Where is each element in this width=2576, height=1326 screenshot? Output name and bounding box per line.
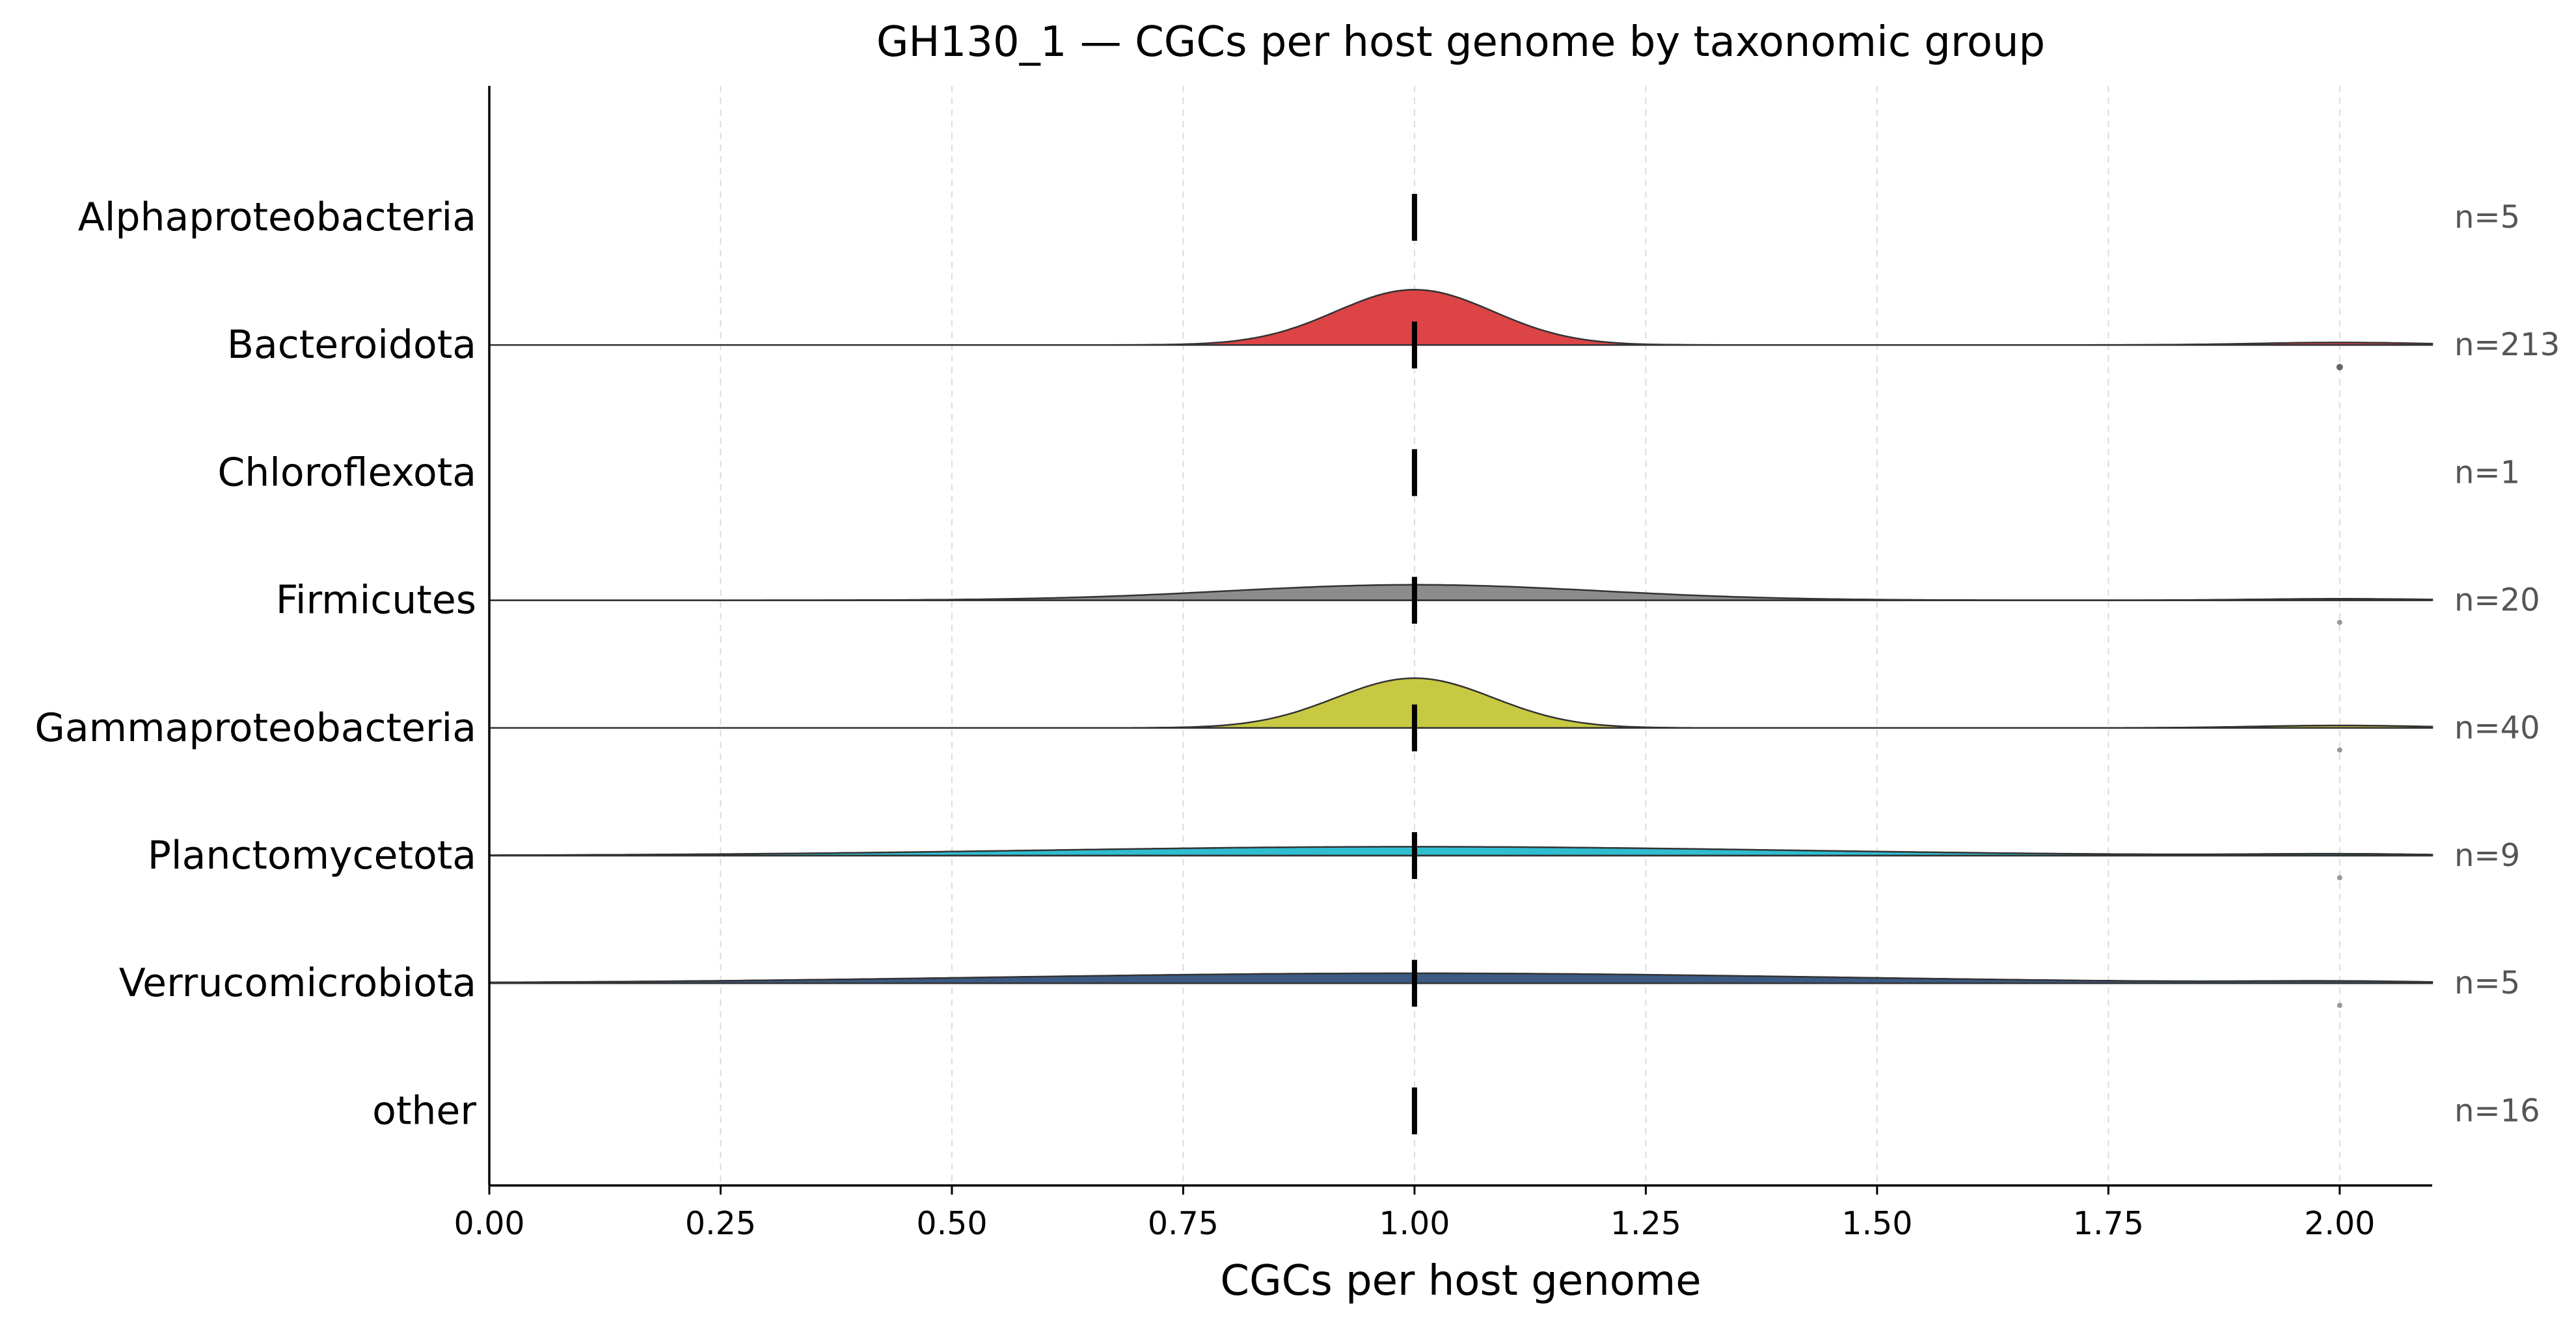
x-tick-label: 0.75 <box>1148 1205 1219 1242</box>
axes <box>488 86 2432 1187</box>
x-tick-label: 1.00 <box>1379 1205 1450 1242</box>
gridlines <box>489 86 2340 1185</box>
group-label: Verrucomicrobiota <box>119 960 476 1006</box>
group-label: Firmicutes <box>276 578 476 623</box>
count-label: n=1 <box>2454 454 2520 491</box>
x-tick-label: 0.00 <box>454 1205 524 1242</box>
x-tick-label: 1.50 <box>1841 1205 1912 1242</box>
group-label: Chloroflexota <box>217 450 476 495</box>
x-tick-label: 2.00 <box>2304 1205 2375 1242</box>
ridge-verrucomicrobiota <box>488 960 2434 1008</box>
outlier-point <box>2336 364 2343 371</box>
ridge-bacteroidota <box>489 288 2434 371</box>
x-axis-label: CGCs per host genome <box>1220 1257 1701 1305</box>
group-label: other <box>372 1088 476 1133</box>
density-area <box>489 288 2434 346</box>
ridge-planctomycetota <box>488 832 2434 880</box>
count-label: n=40 <box>2454 710 2540 746</box>
count-label: n=213 <box>2454 327 2560 363</box>
outlier-point <box>2337 1003 2342 1008</box>
x-tick-label: 1.75 <box>2073 1205 2144 1242</box>
density-area <box>488 846 2434 857</box>
ridges <box>488 194 2434 1135</box>
count-label: n=20 <box>2454 582 2540 619</box>
density-area <box>489 584 2434 601</box>
group-labels: Alphaproteobacteria Bacteroidota Chlorofle… <box>34 195 476 1133</box>
x-tick-label: 0.50 <box>916 1205 987 1242</box>
x-tick-label: 0.25 <box>685 1205 756 1242</box>
group-label: Alphaproteobacteria <box>78 195 476 240</box>
outlier-point <box>2337 747 2342 753</box>
group-label: Planctomycetota <box>148 833 476 878</box>
count-label: n=9 <box>2454 837 2520 874</box>
group-label: Gammaproteobacteria <box>34 705 476 751</box>
ridge-gammaproteobacteria <box>489 677 2434 753</box>
x-ticks: 0.00 0.25 0.50 0.75 1.00 1.25 1.50 1.75 2.00 <box>454 1185 2375 1242</box>
outlier-point <box>2337 619 2342 625</box>
ridge-firmicutes <box>489 576 2434 625</box>
chart-title: GH130_1 — CGCs per host genome by taxono… <box>876 18 2045 66</box>
count-label: n=5 <box>2454 965 2520 1001</box>
count-label: n=16 <box>2454 1092 2540 1129</box>
density-area <box>488 972 2434 984</box>
outlier-point <box>2337 875 2342 880</box>
count-label: n=5 <box>2454 199 2520 236</box>
x-tick-label: 1.25 <box>1610 1205 1681 1242</box>
group-label: Bacteroidota <box>227 322 476 368</box>
density-area <box>489 677 2434 729</box>
count-labels: n=5 n=213 n=1 n=20 n=40 n=9 n=5 n=16 <box>2454 199 2560 1129</box>
